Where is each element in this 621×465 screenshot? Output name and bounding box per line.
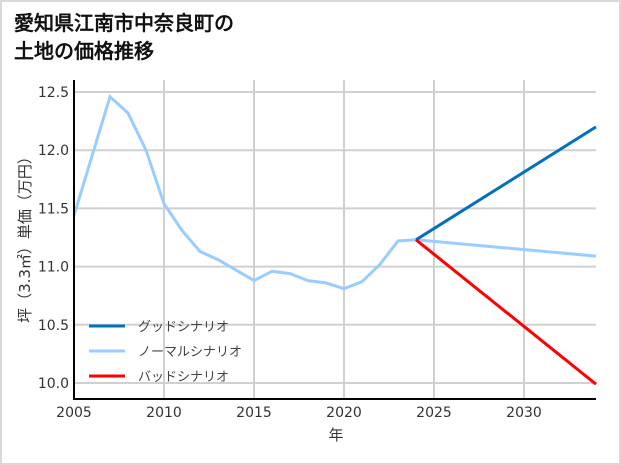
legend-label-0: グッドシナリオ	[138, 320, 229, 335]
gridlines	[74, 80, 596, 399]
y-tick-label: 11.0	[38, 260, 69, 276]
x-tick-label: 2005	[56, 405, 92, 421]
chart-title-line-2: 土地の価格推移	[14, 39, 154, 63]
data-series	[72, 93, 597, 386]
chart-title: 愛知県江南市中奈良町の 土地の価格推移	[14, 9, 414, 65]
y-tick-label: 10.5	[38, 318, 69, 334]
x-tick-label: 2030	[506, 405, 542, 421]
y-axis-ticks: 10.0 10.5 11.0 11.5 12.0 12.5	[38, 85, 69, 392]
legend-label-2: バッドシナリオ	[138, 370, 229, 385]
x-axis-ticks: 2005 2010 2015 2020 2025 2030	[56, 405, 542, 421]
x-tick-label: 2015	[236, 405, 272, 421]
series-line-0	[415, 125, 597, 242]
legend-label-1: ノーマルシナリオ	[138, 345, 242, 360]
x-tick-label: 2025	[416, 405, 452, 421]
x-axis-label: 年	[328, 426, 343, 444]
x-tick-label: 2020	[326, 405, 362, 421]
y-tick-label: 12.0	[38, 143, 69, 159]
y-axis-label: 坪（3.3㎡）単価（万円）	[16, 149, 34, 323]
y-tick-label: 12.5	[38, 85, 69, 101]
series-line-1	[72, 93, 597, 291]
y-tick-label: 11.5	[38, 201, 69, 217]
axes	[73, 80, 596, 400]
x-tick-label: 2010	[146, 405, 182, 421]
y-tick-label: 10.0	[38, 376, 69, 392]
series-line-2	[415, 238, 597, 386]
chart-title-line-1: 愛知県江南市中奈良町の	[14, 11, 234, 35]
